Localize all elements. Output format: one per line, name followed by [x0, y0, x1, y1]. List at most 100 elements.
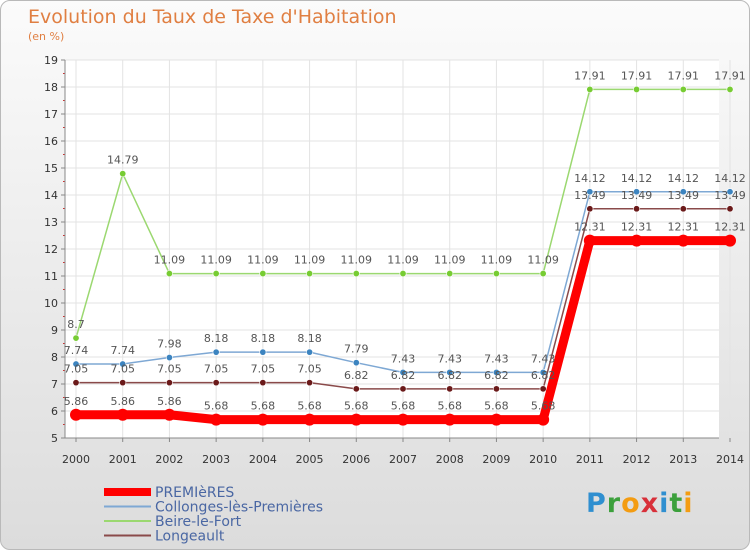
data-label: 5.68	[391, 400, 416, 413]
data-label: 6.82	[437, 369, 462, 382]
data-point	[443, 413, 456, 426]
data-label: 12.31	[668, 221, 700, 234]
legend-item: Beire-le-Fort	[104, 514, 242, 530]
data-point	[679, 205, 687, 213]
x-tick-label: 2013	[669, 453, 697, 466]
data-label: 5.68	[251, 400, 276, 413]
data-point	[446, 368, 454, 376]
legend-label: Beire-le-Fort	[155, 514, 242, 530]
data-label: 7.05	[297, 363, 322, 376]
data-label: 14.12	[714, 172, 746, 185]
data-label: 11.09	[200, 254, 232, 267]
y-tick-label: 5	[51, 432, 58, 445]
data-label: 5.68	[344, 400, 369, 413]
data-label: 11.09	[341, 254, 373, 267]
data-label: 7.98	[157, 338, 182, 351]
y-tick-label: 7	[51, 378, 58, 391]
data-point	[726, 85, 734, 93]
data-point	[306, 348, 314, 356]
data-point	[399, 270, 407, 278]
logo-letter: t	[669, 488, 684, 519]
proxiti-logo: Proxiti	[586, 488, 694, 519]
data-label: 5.86	[110, 395, 135, 408]
y-tick-label: 12	[44, 243, 58, 256]
legend-label: Longeault	[155, 529, 225, 545]
data-label: 17.91	[574, 69, 606, 82]
y-tick-label: 13	[44, 216, 58, 229]
data-label: 13.49	[668, 189, 700, 202]
data-label: 7.79	[344, 343, 369, 356]
data-label: 6.82	[531, 369, 556, 382]
logo-letter: P	[586, 488, 607, 519]
data-label: 11.09	[527, 254, 559, 267]
data-point	[539, 270, 547, 278]
data-point	[586, 188, 594, 196]
data-label: 11.09	[294, 254, 326, 267]
data-label: 5.68	[204, 400, 229, 413]
y-tick-label: 8	[51, 351, 58, 364]
data-point	[72, 360, 80, 368]
data-label: 8.18	[204, 332, 229, 345]
x-tick-label: 2003	[202, 453, 230, 466]
data-point	[539, 385, 547, 393]
x-tick-label: 2009	[482, 453, 510, 466]
y-axis-unit-label: (en %)	[28, 30, 65, 43]
y-tick-label: 11	[44, 270, 58, 283]
data-label: 8.18	[251, 332, 276, 345]
data-label: 11.09	[387, 254, 419, 267]
data-point	[165, 270, 173, 278]
data-label: 12.31	[574, 221, 606, 234]
data-point	[490, 413, 503, 426]
x-tick-label: 2001	[109, 453, 137, 466]
data-label: 17.91	[621, 69, 653, 82]
data-point	[259, 270, 267, 278]
data-point	[679, 188, 687, 196]
data-label: 5.68	[531, 400, 556, 413]
data-label: 17.91	[668, 69, 700, 82]
data-label: 13.49	[714, 189, 746, 202]
data-point	[633, 205, 641, 213]
x-tick-label: 2006	[342, 453, 370, 466]
data-point	[537, 413, 550, 426]
data-point	[116, 408, 129, 421]
data-point	[165, 379, 173, 387]
data-point	[446, 270, 454, 278]
data-point	[352, 270, 360, 278]
data-point	[119, 379, 127, 387]
data-label: 7.05	[204, 363, 229, 376]
legend-item: Collonges-lès-Premières	[104, 500, 323, 516]
series-3	[72, 205, 734, 393]
y-tick-label: 14	[44, 189, 58, 202]
logo-letter: x	[640, 488, 660, 519]
data-label: 11.09	[434, 254, 466, 267]
series-0	[70, 234, 736, 426]
x-tick-label: 2014	[716, 453, 744, 466]
data-point	[397, 413, 409, 426]
data-label: 13.49	[621, 189, 653, 202]
legend-label: PREMIèRES	[155, 485, 234, 501]
data-label: 7.74	[110, 344, 135, 357]
data-label: 17.91	[714, 69, 746, 82]
data-point	[724, 234, 736, 247]
data-point	[726, 205, 734, 213]
data-label: 14.12	[574, 172, 606, 185]
data-point	[303, 413, 316, 426]
data-label: 8.18	[297, 332, 322, 345]
data-point	[583, 234, 596, 247]
data-point	[350, 413, 363, 426]
data-point	[259, 379, 267, 387]
data-label: 6.82	[391, 369, 416, 382]
data-label: 14.79	[107, 154, 139, 167]
data-point	[212, 348, 220, 356]
data-point	[492, 385, 500, 393]
data-point	[726, 188, 734, 196]
logo-letter: i	[683, 488, 694, 519]
data-label: 13.49	[574, 189, 606, 202]
y-tick-label: 18	[44, 81, 58, 94]
data-label: 14.12	[668, 172, 700, 185]
data-label: 11.09	[154, 254, 186, 267]
data-point	[352, 385, 360, 393]
data-label: 11.09	[247, 254, 279, 267]
data-point	[119, 170, 127, 178]
